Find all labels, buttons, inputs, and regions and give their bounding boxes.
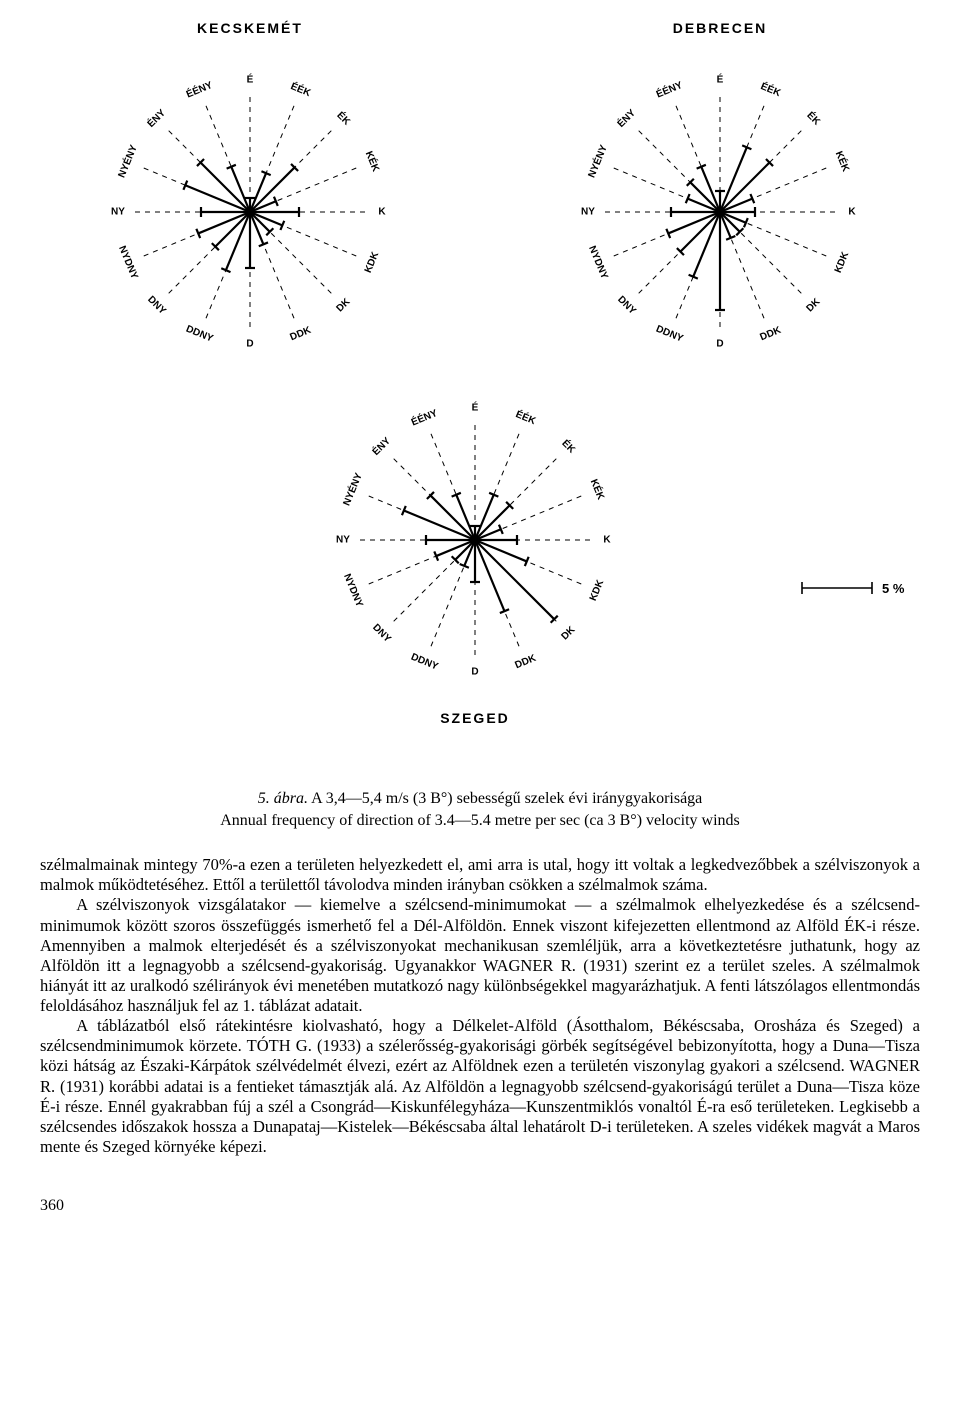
wind-rose: KECSKEMÉT É ÉÉK ÉK KÉK K KDK DK DDK D DDNY DNYNYDNY… bbox=[80, 20, 420, 382]
direction-label: DDNY bbox=[409, 652, 440, 673]
direction-label: NYÉNY bbox=[585, 142, 610, 179]
figure-caption: 5. ábra. A 3,4—5,4 m/s (3 B°) sebességű … bbox=[40, 788, 920, 831]
direction-label: ÉK bbox=[804, 109, 824, 129]
wind-rose: DEBRECEN É ÉÉK ÉK KÉK K KDK DK DDK D DDNY DNYNYDNY N… bbox=[550, 20, 890, 382]
direction-label: K bbox=[603, 535, 611, 546]
wind-rose-svg: É ÉÉK ÉK KÉK K KDK DK DDK D DDNY DNYNYDNY NY NYÉNYÉN… bbox=[305, 370, 645, 710]
direction-label: KDK bbox=[588, 578, 607, 603]
direction-label: KDK bbox=[363, 250, 382, 275]
wind-rose: É ÉÉK ÉK KÉK K KDK DK DDK D DDNY DNYNYDNY NY NYÉNYÉN… bbox=[305, 370, 645, 732]
direction-label: DDNY bbox=[184, 324, 215, 345]
scale-label: 5 % bbox=[882, 581, 904, 596]
direction-label: DK bbox=[559, 624, 578, 643]
direction-label: ÉK bbox=[559, 437, 579, 457]
direction-label: DK bbox=[804, 296, 823, 315]
direction-label: KDK bbox=[833, 250, 852, 275]
direction-label: ÉÉNY bbox=[654, 78, 684, 101]
direction-label: DNY bbox=[145, 294, 168, 317]
direction-label: K bbox=[378, 207, 386, 218]
direction-label: ÉNY bbox=[614, 106, 638, 130]
page-number: 360 bbox=[40, 1197, 920, 1215]
wind-rose-svg: É ÉÉK ÉK KÉK K KDK DK DDK D DDNY DNYNYDNY NY NYÉNYÉN… bbox=[80, 42, 420, 382]
direction-label: NY bbox=[336, 535, 350, 546]
article-body: szélmalmainak mintegy 70%-a ezen a terül… bbox=[40, 855, 920, 1157]
direction-label: DDK bbox=[513, 653, 538, 672]
direction-label: ÉÉK bbox=[759, 79, 784, 99]
direction-label: D bbox=[246, 339, 253, 350]
direction-label: NYDNY bbox=[116, 244, 140, 281]
direction-label: DDNY bbox=[654, 324, 685, 345]
direction-label: KÉK bbox=[588, 477, 608, 502]
direction-label: É bbox=[472, 401, 479, 414]
direction-label: É bbox=[247, 73, 254, 86]
wind-rose-title: KECSKEMÉT bbox=[80, 20, 420, 36]
direction-label: NYÉNY bbox=[340, 470, 365, 507]
wind-rose-figure: KECSKEMÉTÉÉÉKÉKKÉKKKDKDKDDKDDDNYDNYNYDNY… bbox=[40, 20, 920, 780]
direction-label: ÉÉNY bbox=[184, 78, 214, 101]
direction-label: ÉÉK bbox=[289, 79, 314, 99]
wind-rose-title: SZEGED bbox=[305, 710, 645, 726]
direction-label: ÉK bbox=[334, 109, 354, 129]
direction-label: ÉNY bbox=[144, 106, 168, 130]
scale-bar: 5 % bbox=[800, 580, 904, 596]
direction-label: DDK bbox=[288, 325, 313, 344]
direction-label: É bbox=[717, 73, 724, 86]
direction-label: D bbox=[471, 667, 478, 678]
direction-label: ÉNY bbox=[369, 434, 393, 458]
paragraph: A táblázatból első rátekintésre kiolvash… bbox=[40, 1016, 920, 1157]
direction-label: ÉÉK bbox=[514, 407, 539, 427]
wind-rose-title: DEBRECEN bbox=[550, 20, 890, 36]
caption-line2: Annual frequency of direction of 3.4—5.4… bbox=[220, 812, 740, 829]
caption-line1: A 3,4—5,4 m/s (3 B°) sebességű szelek év… bbox=[308, 790, 702, 807]
direction-label: DDK bbox=[758, 325, 783, 344]
direction-label: NYDNY bbox=[586, 244, 610, 281]
wind-rose-svg: É ÉÉK ÉK KÉK K KDK DK DDK D DDNY DNYNYDNY NY NYÉNYÉN… bbox=[550, 42, 890, 382]
direction-label: NY bbox=[581, 207, 595, 218]
direction-label: NY bbox=[111, 207, 125, 218]
direction-label: KÉK bbox=[833, 149, 853, 174]
direction-label: DNY bbox=[615, 294, 638, 317]
paragraph: A szélviszonyok vizsgálatakor — kiemelve… bbox=[40, 895, 920, 1016]
direction-label: ÉÉNY bbox=[409, 406, 439, 429]
caption-label: 5. ábra. bbox=[258, 790, 308, 807]
direction-label: NYDNY bbox=[341, 572, 365, 609]
direction-label: DK bbox=[334, 296, 353, 315]
direction-label: KÉK bbox=[363, 149, 383, 174]
direction-label: K bbox=[848, 207, 856, 218]
paragraph: szélmalmainak mintegy 70%-a ezen a terül… bbox=[40, 855, 920, 895]
direction-label: D bbox=[716, 339, 723, 350]
direction-label: DNY bbox=[370, 622, 393, 645]
direction-label: NYÉNY bbox=[115, 142, 140, 179]
